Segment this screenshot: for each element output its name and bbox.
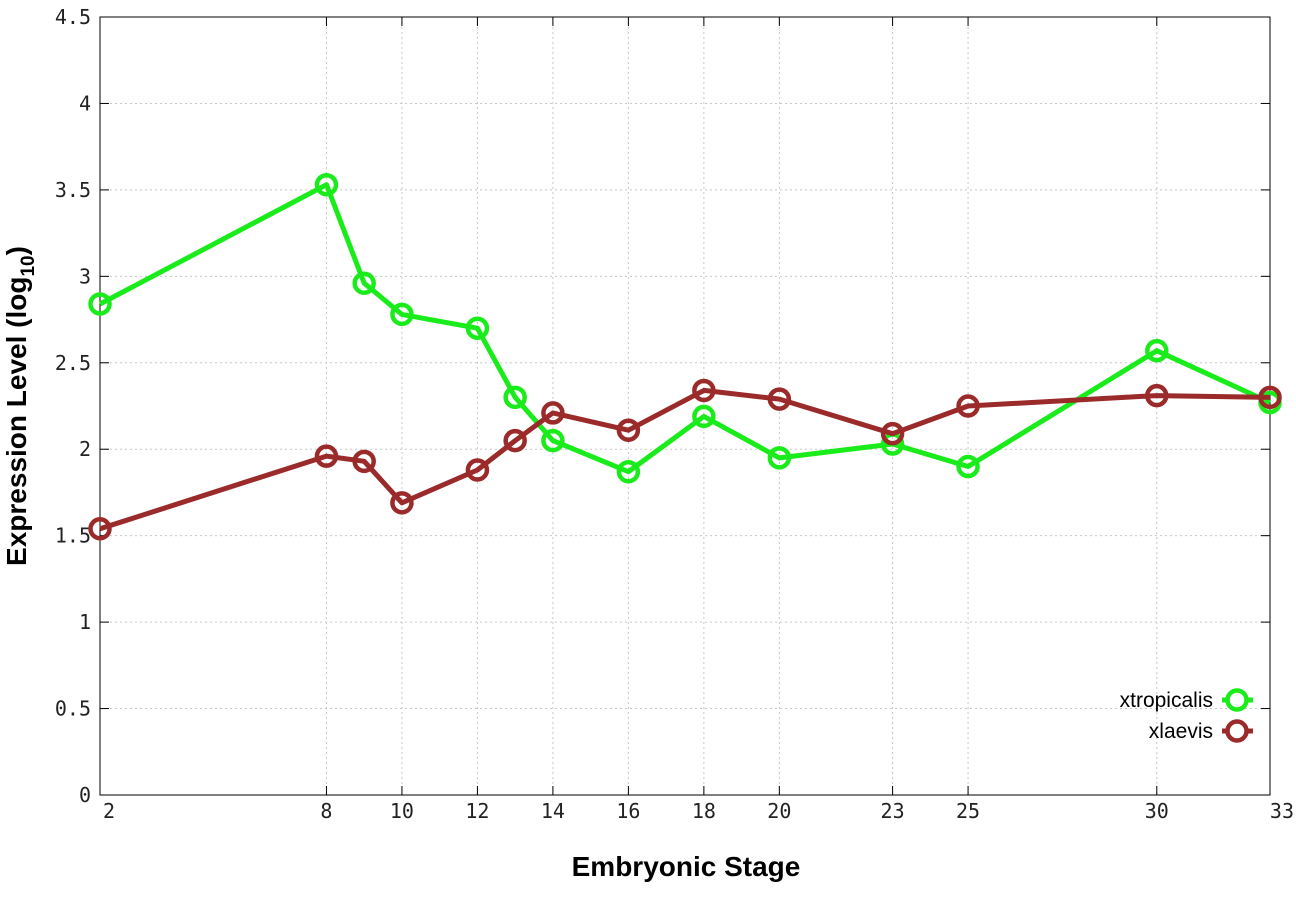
x-tick-label: 2	[103, 799, 115, 823]
data-point-xlaevis	[88, 517, 112, 541]
data-point-xtropicalis	[390, 302, 414, 327]
series-line-xtropicalis	[98, 182, 1272, 475]
x-tick-label: 23	[881, 799, 905, 823]
data-point-xlaevis	[1258, 385, 1282, 410]
plot-frame	[99, 16, 1271, 796]
legend-marker-xtropicalis	[1225, 688, 1249, 712]
x-tick-label: 33	[1270, 799, 1294, 823]
data-point-xtropicalis	[541, 428, 565, 453]
data-point-xtropicalis	[352, 271, 376, 295]
data-point-xlaevis	[1145, 383, 1169, 408]
x-tick-label: 14	[541, 799, 565, 823]
data-point-xtropicalis	[692, 404, 716, 429]
y-axis-title-subscript: 10	[18, 255, 39, 276]
y-tick-label: 3	[79, 264, 91, 288]
y-axis-title-main: Expression Level (log	[1, 277, 32, 566]
data-point-xlaevis	[541, 401, 565, 425]
x-tick-label: 12	[465, 799, 489, 823]
y-tick-label: 2.5	[55, 351, 91, 375]
data-point-xtropicalis	[503, 385, 527, 410]
y-axis-title: Expression Level (log10)	[1, 246, 39, 566]
y-axis-ticks: 0 0.5 1 1.5 2 2.5 3 3.5 4 4.5	[55, 5, 1270, 807]
y-tick-label: 3.5	[55, 178, 91, 202]
data-point-xtropicalis	[767, 446, 792, 470]
x-tick-label: 16	[616, 799, 640, 823]
data-point-xlaevis	[352, 449, 376, 474]
y-tick-label: 0	[79, 783, 91, 807]
series-xlaevis	[88, 378, 1282, 541]
x-tick-label: 30	[1145, 799, 1169, 823]
data-point-xlaevis	[767, 387, 792, 411]
data-point-xlaevis	[390, 491, 414, 515]
x-tick-label: 10	[390, 799, 414, 823]
x-axis-ticks: 2 8 10 12 14 16 18 20 23 25 30 33	[99, 17, 1294, 823]
data-point-xtropicalis	[465, 316, 490, 340]
data-point-xtropicalis	[88, 292, 112, 316]
grid-lines	[100, 17, 1270, 795]
x-tick-label: 18	[692, 799, 716, 823]
y-tick-label: 2	[79, 437, 91, 461]
data-point-xtropicalis	[616, 459, 641, 484]
data-point-xlaevis	[465, 458, 490, 482]
series-xtropicalis	[88, 172, 1282, 484]
data-point-xtropicalis	[956, 454, 980, 479]
y-tick-label: 0.5	[55, 697, 91, 721]
data-point-xtropicalis	[1145, 338, 1169, 363]
x-tick-label: 20	[767, 799, 791, 823]
series-group	[88, 172, 1282, 541]
x-tick-label: 8	[320, 799, 332, 823]
legend-label-xtropicalis: xtropicalis	[1120, 689, 1213, 712]
y-tick-label: 4	[79, 91, 91, 115]
legend-label-xlaevis: xlaevis	[1149, 720, 1213, 743]
series-line-xlaevis	[99, 387, 1271, 532]
data-point-xlaevis	[956, 394, 980, 418]
data-point-xlaevis	[692, 378, 716, 403]
data-point-xlaevis	[880, 421, 905, 446]
y-tick-label: 1	[79, 610, 91, 634]
y-axis-title-close: )	[1, 246, 32, 255]
data-point-xtropicalis	[314, 172, 339, 197]
x-axis-title: Embryonic Stage	[572, 851, 801, 882]
data-point-xlaevis	[314, 444, 339, 468]
data-point-xlaevis	[503, 428, 527, 453]
x-tick-label: 25	[956, 799, 980, 823]
legend-marker-xlaevis	[1225, 719, 1249, 743]
y-tick-label: 4.5	[55, 5, 91, 29]
data-point-xlaevis	[616, 418, 641, 442]
legend: xtropicalis xlaevis	[1120, 688, 1253, 743]
y-tick-label: 1.5	[55, 524, 91, 548]
